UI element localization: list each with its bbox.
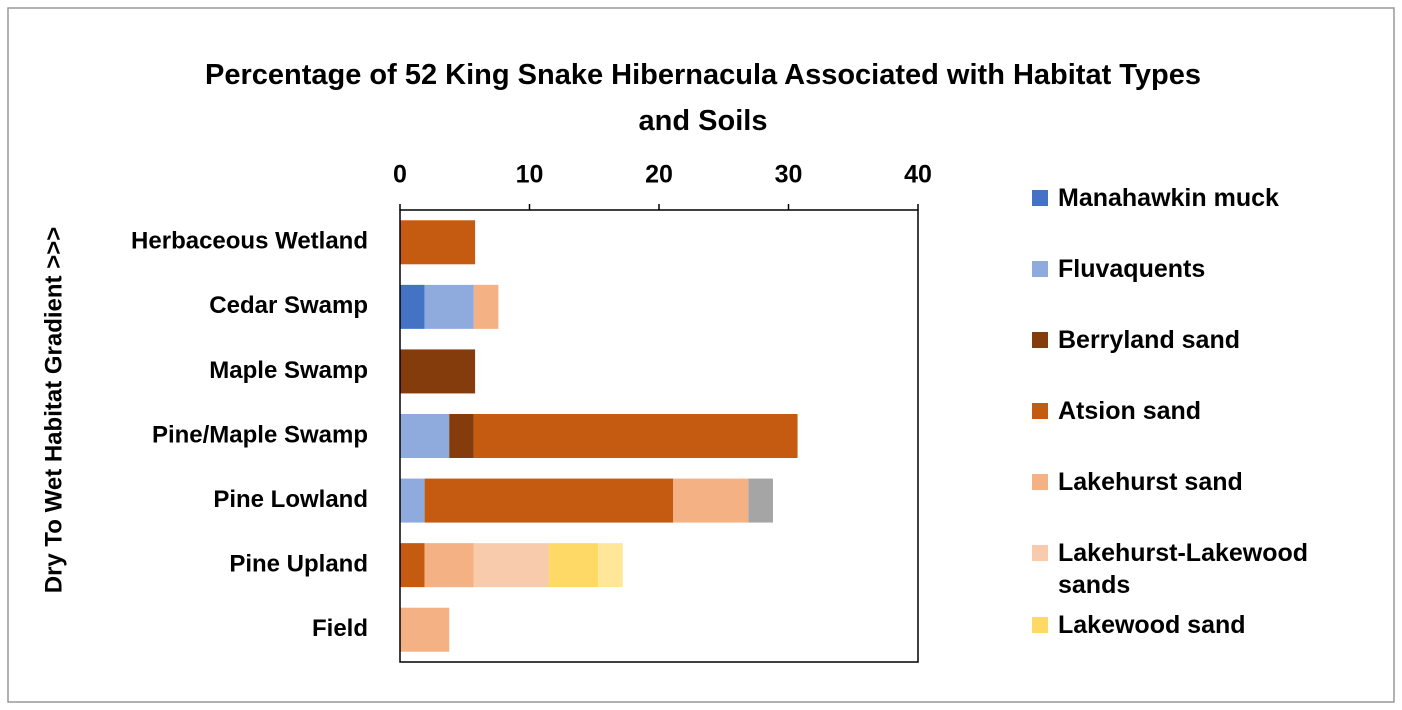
y-tick-label: Maple Swamp xyxy=(209,357,368,384)
bar-segment xyxy=(748,478,773,523)
bar-segment xyxy=(400,284,425,329)
bar-segment xyxy=(400,543,425,588)
y-tick-label: Herbaceous Wetland xyxy=(131,228,368,255)
legend-entry: Fluvaquents xyxy=(1032,253,1352,285)
bar-segment xyxy=(449,414,474,458)
legend-swatch xyxy=(1032,617,1048,633)
x-tick-label: 0 xyxy=(393,161,407,189)
bar-segment xyxy=(400,349,476,394)
legend-label: Atsion sand xyxy=(1058,397,1202,425)
legend-label: Lakehurst-Lakewood sands xyxy=(1058,539,1309,599)
legend-label: Lakehurst sand xyxy=(1058,468,1243,496)
legend-entry: Manahawkin muck xyxy=(1032,182,1352,214)
legend-entry: Lakehurst-Lakewood sands xyxy=(1032,537,1352,601)
y-axis-label: Dry To Wet Habitat Gradient >>> xyxy=(40,227,67,594)
y-tick-label: Pine/Maple Swamp xyxy=(152,421,368,448)
legend-entry: Berryland sand xyxy=(1032,324,1352,356)
bar-segment xyxy=(424,284,474,329)
bar-segment xyxy=(473,543,549,588)
legend-swatch xyxy=(1032,190,1048,206)
bar-segment xyxy=(400,414,450,458)
y-tick-label: Pine Lowland xyxy=(213,486,368,513)
bar-segment xyxy=(473,414,798,458)
legend-entry: Lakehurst sand xyxy=(1032,466,1352,498)
x-tick-label: 30 xyxy=(775,161,803,189)
bar-segment xyxy=(400,220,476,265)
legend-swatch xyxy=(1032,332,1048,348)
y-tick-label: Pine Upland xyxy=(229,550,368,577)
legend-swatch xyxy=(1032,545,1048,561)
legend-label: Berryland sand xyxy=(1058,326,1241,354)
legend-label: Manahawkin muck xyxy=(1058,184,1279,212)
bar-segment xyxy=(400,607,450,652)
bar-segment xyxy=(424,543,474,588)
x-tick-label: 10 xyxy=(516,161,544,189)
bar-segment xyxy=(473,284,499,329)
bar-segment xyxy=(598,543,623,588)
y-tick-label: Cedar Swamp xyxy=(209,292,368,319)
y-tick-label: Field xyxy=(312,615,368,642)
legend-label: Lakewood sand xyxy=(1058,611,1246,639)
legend-swatch xyxy=(1032,261,1048,277)
legend-entry: Atsion sand xyxy=(1032,395,1352,427)
bar-segment xyxy=(548,543,599,588)
bar-segment xyxy=(424,478,674,523)
x-tick-label: 20 xyxy=(645,161,673,189)
legend-label: Fluvaquents xyxy=(1058,255,1206,283)
legend-swatch xyxy=(1032,474,1048,490)
legend-entry: Lakewood sand xyxy=(1032,609,1352,641)
legend-swatch xyxy=(1032,403,1048,419)
chart-border xyxy=(7,7,1395,703)
x-tick-label: 40 xyxy=(904,161,932,189)
bar-segment xyxy=(673,478,749,523)
chart-title: Percentage of 52 King Snake Hibernacula … xyxy=(205,59,1201,137)
bar-segment xyxy=(400,478,425,523)
